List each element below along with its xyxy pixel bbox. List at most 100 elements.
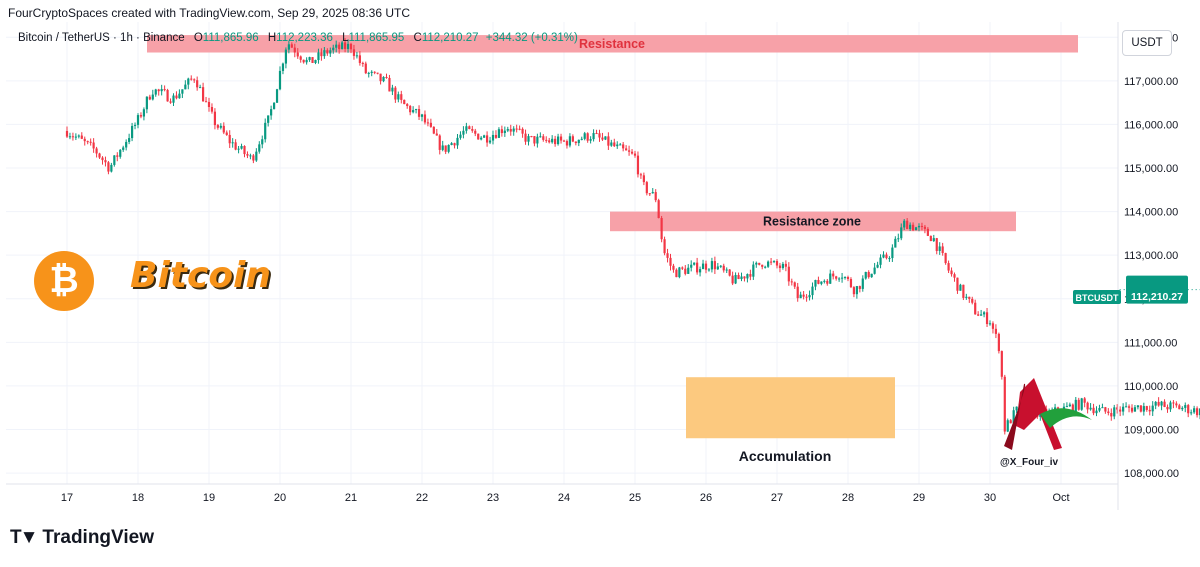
candle-body — [728, 269, 731, 276]
candle-body — [693, 262, 696, 265]
candle-body — [1116, 407, 1119, 410]
candle-body — [278, 70, 282, 90]
candle-body — [237, 148, 240, 150]
candle-body — [261, 139, 264, 145]
candle-body — [542, 136, 545, 140]
time-tick-label: 19 — [203, 492, 215, 504]
candle-body — [225, 132, 228, 135]
candle-body — [959, 284, 962, 291]
candle-body — [793, 282, 796, 287]
candle-body — [672, 265, 675, 270]
candle-body — [971, 298, 974, 303]
tradingview-brand-label: TradingView — [42, 527, 154, 548]
candle-body — [216, 125, 219, 128]
candle-body — [320, 52, 323, 57]
candle-body — [246, 154, 249, 156]
candle-body — [787, 266, 790, 282]
time-tick-label: 28 — [842, 492, 854, 504]
candle-body — [805, 296, 808, 298]
candle-body — [864, 271, 867, 279]
candle-body — [701, 263, 705, 270]
candle-body — [74, 136, 77, 138]
candle-body — [1163, 401, 1166, 407]
candle-body — [494, 134, 498, 138]
candle-body — [598, 133, 601, 138]
candle-body — [343, 42, 347, 49]
candle-body — [894, 238, 897, 248]
candle-body — [163, 89, 166, 91]
accumulation-zone — [686, 377, 895, 439]
candle-body — [228, 134, 231, 144]
candle-body — [778, 265, 782, 269]
candle-body — [530, 136, 533, 138]
candle-body — [332, 47, 335, 51]
candle-body — [687, 267, 690, 274]
candle-body — [743, 276, 746, 279]
candle-body — [610, 142, 613, 146]
price-tick-label: 117,000.00 — [1124, 76, 1178, 88]
candle-body — [89, 141, 92, 143]
candle-body — [308, 57, 311, 60]
candle-body — [583, 133, 586, 139]
candle-body — [982, 312, 986, 315]
candle-body — [761, 264, 764, 267]
candle-body — [601, 137, 604, 140]
candle-body — [128, 138, 131, 142]
candle-body — [1127, 406, 1131, 408]
time-tick-label: 22 — [416, 492, 428, 504]
candle-body — [1012, 410, 1015, 424]
candle-body — [509, 129, 512, 132]
candle-body — [592, 133, 595, 140]
currency-button[interactable]: USDT — [1122, 30, 1172, 56]
candle-body — [698, 269, 702, 273]
candle-body — [116, 155, 119, 157]
candle-body — [607, 136, 610, 146]
candle-body — [154, 89, 157, 95]
candle-body — [595, 133, 598, 135]
candle-body — [400, 94, 403, 100]
symbol-tag-text: BTCUSDT — [1076, 293, 1119, 303]
candle-body — [462, 130, 465, 135]
resistance-label: Resistance — [579, 37, 645, 51]
candle-body — [861, 278, 864, 289]
candle-body — [950, 270, 953, 275]
candle-body — [471, 128, 474, 131]
candle-body — [941, 246, 944, 254]
candle-body — [68, 136, 72, 138]
author-logo — [1004, 378, 1092, 450]
candle-body — [1095, 410, 1098, 414]
candle-body — [929, 235, 932, 242]
candle-body — [468, 126, 471, 129]
last-price-marker: BTCUSDT 112,210.27 23:09 — [1073, 275, 1188, 315]
candle-body — [86, 141, 89, 143]
candle-body — [938, 246, 941, 251]
candle-body — [775, 261, 779, 266]
price-tick-label: 111,000.00 — [1124, 337, 1177, 349]
candle-body — [556, 136, 560, 145]
close-label: C — [413, 32, 422, 44]
tradingview-brand[interactable]: T▼ TradingView — [10, 527, 154, 549]
candle-body — [539, 136, 542, 138]
candle-body — [95, 148, 98, 154]
candle-body — [193, 79, 196, 81]
candle-body — [1122, 406, 1125, 412]
time-tick-label: 26 — [700, 492, 712, 504]
candle-body — [548, 140, 551, 143]
candle-body — [204, 101, 208, 103]
candle-body — [258, 144, 261, 152]
candle-body — [675, 269, 678, 278]
candle-body — [917, 225, 921, 228]
candle-body — [536, 136, 539, 144]
candle-body — [98, 153, 101, 158]
candle-body — [639, 174, 643, 176]
accumulation-label: Accumulation — [739, 448, 832, 464]
time-axis[interactable]: 17 18 19 20 21 22 23 24 25 26 27 28 29 30 Oct — [61, 492, 1070, 504]
high-value: 112,223.36 — [276, 32, 333, 44]
candle-body — [145, 96, 148, 110]
candle-body — [562, 140, 566, 142]
candle-body — [911, 224, 915, 231]
candle-body — [826, 280, 829, 284]
candle-body — [988, 323, 992, 325]
candle-body — [633, 153, 637, 156]
